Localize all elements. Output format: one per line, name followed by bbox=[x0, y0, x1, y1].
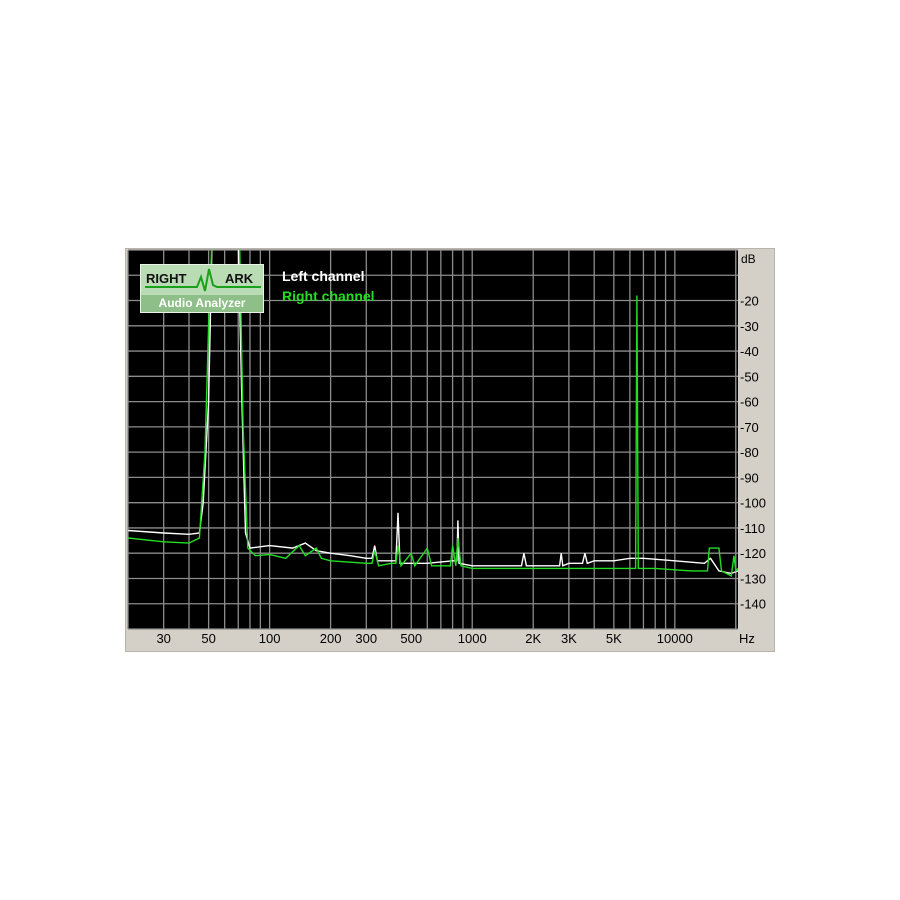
y-tick-label: -110 bbox=[740, 521, 765, 536]
rightmark-logo: RIGHT ARK Audio Analyzer bbox=[140, 264, 264, 313]
y-tick-label: -60 bbox=[740, 395, 759, 410]
y-tick-label: -20 bbox=[740, 294, 759, 309]
series-right-channel bbox=[128, 250, 738, 577]
y-tick-label: -90 bbox=[740, 470, 759, 485]
logo-subtitle: Audio Analyzer bbox=[141, 295, 263, 312]
y-tick-label: -130 bbox=[740, 571, 766, 586]
logo-ark-text: ARK bbox=[225, 271, 254, 286]
y-tick-label: -30 bbox=[740, 319, 759, 334]
y-tick-label: -50 bbox=[740, 369, 759, 384]
y-tick-label: -40 bbox=[740, 344, 759, 359]
x-tick-label: 2K bbox=[525, 631, 541, 646]
y-tick-label: -100 bbox=[740, 496, 766, 511]
x-tick-label: 10000 bbox=[657, 631, 693, 646]
x-tick-label: 300 bbox=[355, 631, 377, 646]
logo-waveform-icon bbox=[145, 268, 261, 292]
legend-left-channel: Left channel bbox=[282, 268, 365, 284]
x-tick-label: 50 bbox=[201, 631, 215, 646]
y-tick-label: -120 bbox=[740, 546, 766, 561]
x-tick-label: 500 bbox=[400, 631, 422, 646]
logo-right-text: RIGHT bbox=[146, 271, 187, 286]
legend-right-channel: Right channel bbox=[282, 288, 375, 304]
x-tick-label: 1000 bbox=[458, 631, 487, 646]
y-axis-unit: dB bbox=[741, 252, 756, 266]
x-tick-label: 100 bbox=[259, 631, 281, 646]
y-tick-label: -140 bbox=[740, 597, 766, 612]
x-tick-label: 5K bbox=[606, 631, 622, 646]
y-tick-label: -80 bbox=[740, 445, 759, 460]
x-axis-unit: Hz bbox=[739, 631, 755, 646]
x-tick-label: 30 bbox=[156, 631, 170, 646]
x-tick-label: 200 bbox=[320, 631, 342, 646]
series-left-channel bbox=[128, 250, 738, 575]
x-tick-label: 3K bbox=[561, 631, 577, 646]
y-tick-label: -70 bbox=[740, 420, 759, 435]
